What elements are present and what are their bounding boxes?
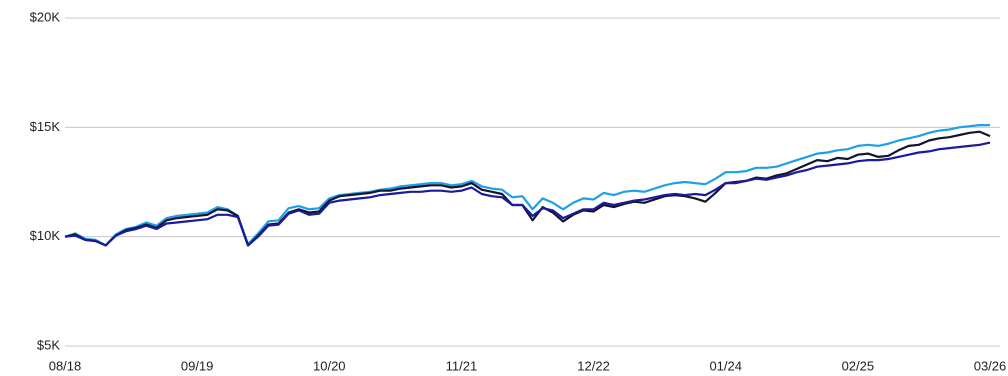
x-tick-label: 02/25	[842, 358, 875, 373]
x-tick-label: 01/24	[709, 358, 742, 373]
x-tick-label: 11/21	[446, 358, 478, 373]
x-tick-label: 03/26	[974, 358, 1007, 373]
x-tick-label: 10/20	[313, 358, 346, 373]
series-line	[64, 124, 990, 247]
y-tick-label: $15K	[30, 119, 61, 134]
x-tick-label: 08/18	[49, 358, 82, 373]
x-tick-label: 12/22	[577, 358, 610, 373]
y-tick-label: $10K	[30, 228, 61, 243]
series-line	[64, 141, 991, 247]
y-tick-label: $20K	[30, 9, 61, 24]
y-tick-label: $5K	[37, 337, 60, 352]
x-tick-label: 09/19	[181, 358, 214, 373]
series-line	[64, 130, 991, 247]
